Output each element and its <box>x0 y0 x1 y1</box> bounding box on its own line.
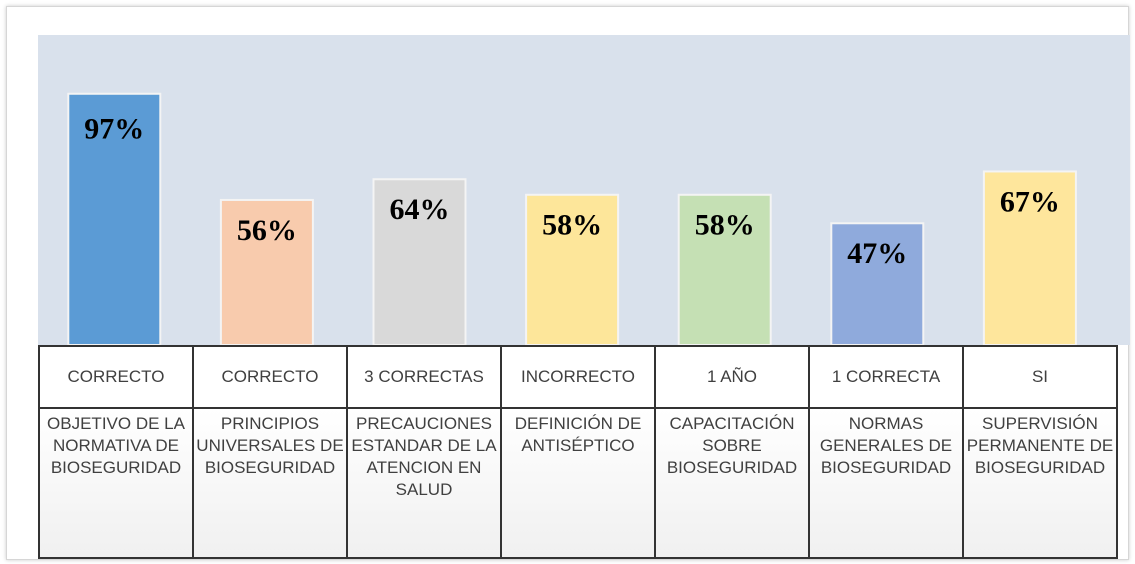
answer-cell: 1 AÑO <box>654 345 810 409</box>
answer-cell: SI <box>962 345 1118 409</box>
bar <box>525 193 620 346</box>
category-label: PRECAUCIONES ESTANDAR DE LA ATENCION EN … <box>346 407 502 559</box>
bar <box>219 198 314 346</box>
answer-cell: 1 CORRECTA <box>808 345 964 409</box>
data-label: 67% <box>1000 185 1060 218</box>
data-label: 58% <box>695 209 755 242</box>
answer-cell: CORRECTO <box>38 345 194 409</box>
bar <box>67 92 162 346</box>
answer-cell: INCORRECTO <box>500 345 656 409</box>
category-label: CAPACITACIÓN SOBRE BIOSEGURIDAD <box>654 407 810 559</box>
data-label: 58% <box>542 209 602 242</box>
data-label: 56% <box>237 214 297 247</box>
answer-cell: CORRECTO <box>192 345 348 409</box>
category-label: OBJETIVO DE LA NORMATIVA DE BIOSEGURIDAD <box>38 407 194 559</box>
data-label: 97% <box>84 113 144 146</box>
category-label: SUPERVISIÓN PERMANENTE DE BIOSEGURIDAD <box>962 407 1118 559</box>
category-label: NORMAS GENERALES DE BIOSEGURIDAD <box>808 407 964 559</box>
data-label: 47% <box>847 237 907 270</box>
category-label: DEFINICIÓN DE ANTISÉPTICO <box>500 407 656 559</box>
bar <box>372 178 467 346</box>
answer-cell: 3 CORRECTAS <box>346 345 502 409</box>
data-label: 64% <box>390 193 450 226</box>
category-row: OBJETIVO DE LA NORMATIVA DE BIOSEGURIDAD… <box>38 407 1118 559</box>
category-label: PRINCIPIOS UNIVERSALES DE BIOSEGURIDAD <box>192 407 348 559</box>
bar <box>830 222 925 347</box>
answer-row: CORRECTO CORRECTO 3 CORRECTAS INCORRECTO 1 A… <box>38 345 1118 409</box>
bar <box>677 193 772 346</box>
bar <box>982 170 1077 346</box>
category-table: CORRECTO CORRECTO 3 CORRECTAS INCORRECTO 1 A… <box>38 345 1118 559</box>
